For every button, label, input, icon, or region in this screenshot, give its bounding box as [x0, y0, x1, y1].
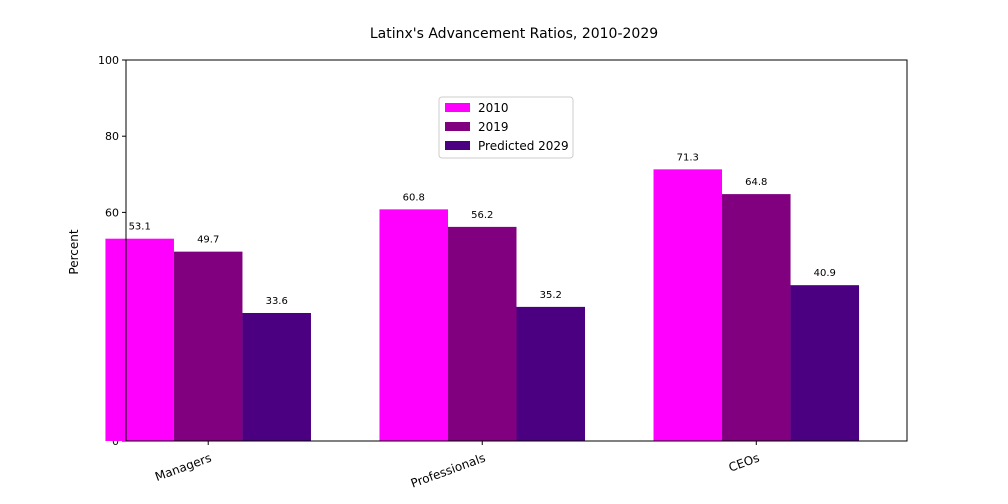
bar: [722, 194, 791, 441]
x-tick-label: Professionals: [409, 451, 487, 491]
legend-label: 2010: [478, 101, 509, 115]
data-label: 53.1: [129, 222, 151, 233]
y-axis-label: Percent: [67, 229, 81, 274]
legend-label: Predicted 2029: [478, 139, 569, 153]
data-label: 33.6: [266, 296, 288, 307]
legend-swatch: [445, 103, 470, 112]
bar: [790, 285, 860, 441]
y-tick-label: 0: [112, 435, 119, 448]
bar: [242, 312, 311, 441]
data-label: 56.2: [471, 210, 493, 221]
y-tick-label: 60: [105, 206, 119, 219]
bar: [173, 251, 243, 441]
data-label: 64.8: [745, 177, 767, 188]
data-label: 49.7: [197, 235, 219, 246]
bar: [516, 306, 586, 441]
x-tick-label: CEOs: [727, 451, 762, 475]
legend: 2010 2019 Predicted 2029: [438, 96, 574, 159]
y-tick-label: 100: [98, 54, 119, 67]
data-label: 40.9: [814, 268, 836, 279]
bar: [653, 169, 723, 442]
chart-title: Latinx's Advancement Ratios, 2010-2029: [370, 26, 658, 42]
legend-label: 2019: [478, 120, 509, 134]
data-label: 60.8: [403, 192, 425, 203]
data-labels: 53.1 49.7 33.6 60.8 56.2 35.2 71.3 64.8 40.9: [129, 152, 836, 307]
data-label: 71.3: [677, 152, 699, 163]
data-label: 35.2: [540, 290, 562, 301]
bar: [105, 238, 174, 441]
bar: [447, 226, 517, 441]
y-tick-label: 80: [105, 130, 119, 143]
bar: [379, 209, 448, 441]
bars: [105, 169, 860, 442]
legend-swatch: [445, 122, 470, 131]
legend-box: [438, 96, 574, 159]
x-tick-label: Managers: [153, 451, 213, 484]
plot-frame: [125, 59, 908, 442]
legend-swatch: [445, 141, 470, 150]
